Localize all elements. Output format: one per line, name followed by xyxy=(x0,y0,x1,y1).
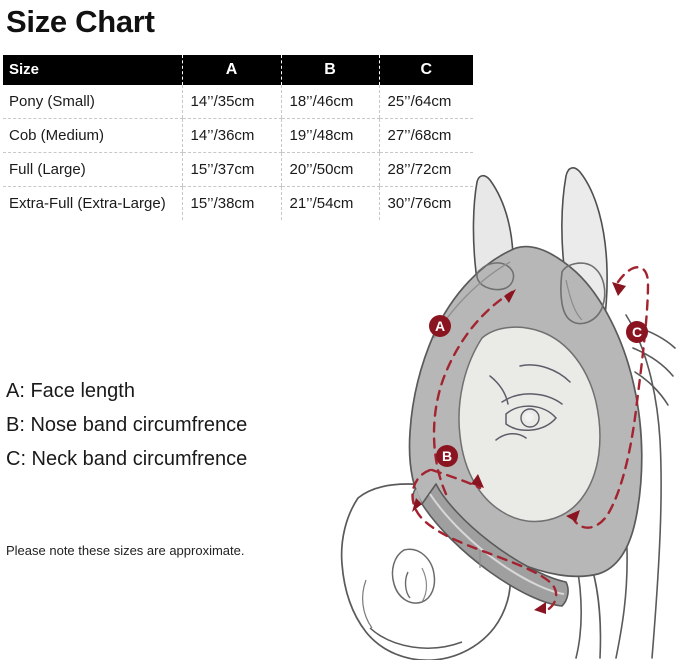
mesh-eye-panel xyxy=(458,326,601,523)
cell-a-pony: 14’’/35cm xyxy=(181,85,281,119)
cell-size-full: Full (Large) xyxy=(3,152,182,187)
size-chart-table: Size A B C Pony (Small) 14’’/35cm 18’’/4… xyxy=(3,55,473,220)
legend-item-a: A: Face length xyxy=(6,380,135,402)
cell-size-pony: Pony (Small) xyxy=(3,85,182,119)
cell-c-full: 28’’/72cm xyxy=(378,152,473,187)
marker-c-label: C xyxy=(632,324,642,340)
marker-c: C xyxy=(626,321,648,343)
measure-line-b xyxy=(411,468,558,614)
legend-item-b: B: Nose band circumfrence xyxy=(6,414,248,436)
measure-line-c xyxy=(566,266,650,529)
cell-b-cob: 19’’/48cm xyxy=(280,118,379,153)
column-header-size: Size xyxy=(3,55,182,85)
legend-item-c: C: Neck band circumfrence xyxy=(6,448,248,470)
ear-hole-left xyxy=(476,262,515,291)
cell-b-full: 20’’/50cm xyxy=(280,152,379,187)
table-row: Cob (Medium) 14’’/36cm 19’’/48cm 27’’/68… xyxy=(3,118,473,153)
table-header-row: Size A B C xyxy=(3,55,473,85)
measure-line-a xyxy=(432,289,516,496)
marker-a: A xyxy=(429,315,451,337)
cell-a-extra-full: 15’’/38cm xyxy=(181,186,281,220)
marker-b-label: B xyxy=(442,448,452,464)
column-header-b: B xyxy=(280,55,379,85)
fly-mask xyxy=(408,245,643,607)
cell-size-extra-full: Extra-Full (Extra-Large) xyxy=(3,186,182,220)
marker-a-label: A xyxy=(435,318,445,334)
table-row: Pony (Small) 14’’/35cm 18’’/46cm 25’’/64… xyxy=(3,85,473,119)
horse-fly-mask-illustration: A B C xyxy=(330,80,679,660)
table-row: Full (Large) 15’’/37cm 20’’/50cm 28’’/72… xyxy=(3,152,473,187)
page-title: Size Chart xyxy=(6,4,155,39)
footnote-text: Please note these sizes are approximate. xyxy=(6,543,245,558)
cell-a-cob: 14’’/36cm xyxy=(181,118,281,153)
cell-b-extra-full: 21’’/54cm xyxy=(280,186,379,220)
cell-c-extra-full: 30’’/76cm xyxy=(378,186,473,220)
cell-size-cob: Cob (Medium) xyxy=(3,118,182,153)
cell-a-full: 15’’/37cm xyxy=(181,152,281,187)
cell-c-cob: 27’’/68cm xyxy=(378,118,473,153)
mask-nose-band xyxy=(411,483,569,607)
measurement-legend: A: Face length B: Nose band circumfrence… xyxy=(6,374,247,476)
marker-b: B xyxy=(436,445,458,467)
horse-eye xyxy=(489,364,571,441)
column-header-c: C xyxy=(378,55,473,85)
cell-b-pony: 18’’/46cm xyxy=(280,85,379,119)
table-row: Extra-Full (Extra-Large) 15’’/38cm 21’’/… xyxy=(3,186,473,220)
ear-hole-right xyxy=(560,262,606,325)
cell-c-pony: 25’’/64cm xyxy=(378,85,473,119)
column-header-a: A xyxy=(181,55,281,85)
